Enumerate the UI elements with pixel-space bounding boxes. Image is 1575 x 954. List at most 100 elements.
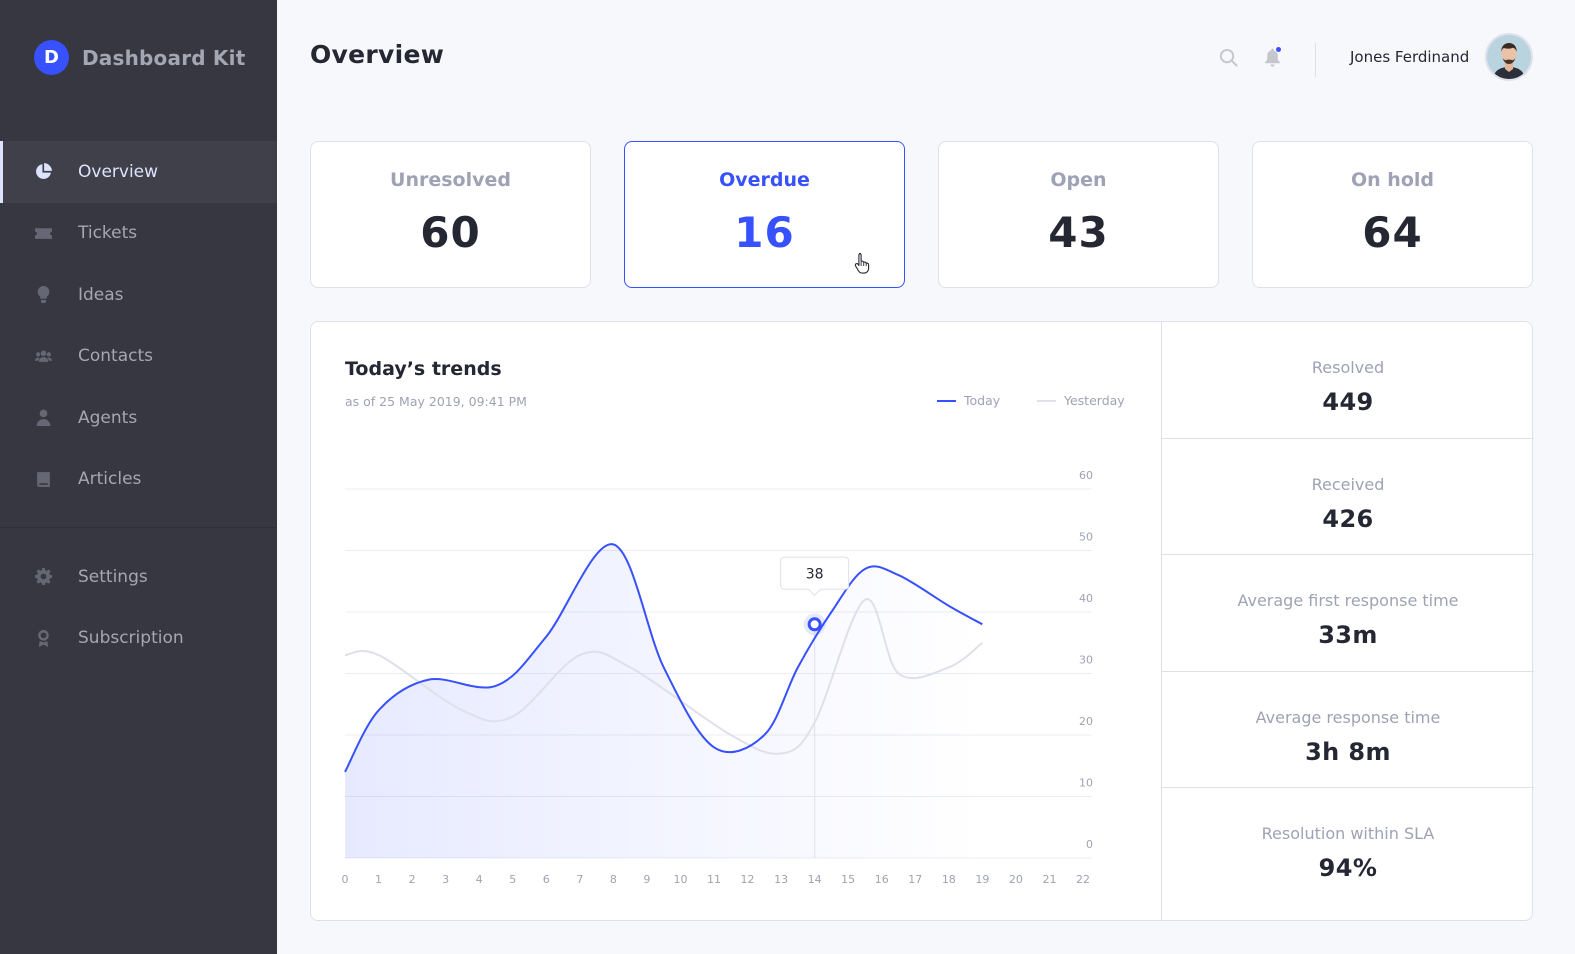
sidebar: D Dashboard Kit Overview Tickets Ideas	[0, 0, 277, 954]
ticket-icon	[34, 224, 52, 242]
card-label: On hold	[1351, 169, 1434, 191]
search-icon	[1219, 48, 1238, 67]
sidebar-item-ideas[interactable]: Ideas	[0, 264, 277, 326]
sidebar-item-label: Tickets	[78, 223, 138, 244]
x-tick-label: 22	[1076, 873, 1090, 886]
sidebar-item-articles[interactable]: Articles	[0, 449, 277, 511]
card-open[interactable]: Open 43	[938, 141, 1219, 288]
x-tick-label: 10	[673, 873, 687, 886]
stat-received: Received 426	[1162, 439, 1534, 555]
user-name[interactable]: Jones Ferdinand	[1350, 48, 1470, 66]
x-tick-label: 2	[409, 873, 416, 886]
x-tick-label: 11	[707, 873, 721, 886]
card-label: Unresolved	[390, 169, 511, 191]
chart-subtitle: as of 25 May 2019, 09:41 PM	[345, 394, 527, 409]
sidebar-item-label: Agents	[78, 407, 138, 428]
card-on-hold[interactable]: On hold 64	[1252, 141, 1533, 288]
stat-label: Average response time	[1255, 707, 1441, 727]
stat-value: 33m	[1318, 621, 1378, 649]
search-button[interactable]	[1217, 46, 1239, 68]
stat-value: 3h 8m	[1305, 737, 1391, 766]
x-tick-label: 14	[808, 873, 822, 886]
card-value: 60	[420, 208, 481, 257]
stat-label: Received	[1311, 474, 1385, 494]
stats-list: Resolved 449 Received 426 Average first …	[1161, 322, 1534, 920]
stat-label: Resolution within SLA	[1261, 824, 1435, 843]
legend-label: Yesterday	[1064, 393, 1125, 408]
header-divider	[1315, 43, 1316, 77]
notifications-button[interactable]	[1261, 46, 1283, 68]
notification-badge	[1275, 46, 1282, 53]
book-icon	[34, 470, 52, 488]
sidebar-item-label: Contacts	[78, 346, 153, 367]
stat-label: Average first response time	[1237, 591, 1459, 610]
stat-value: 94%	[1318, 854, 1378, 882]
sidebar-item-label: Articles	[78, 469, 142, 490]
sidebar-item-subscription[interactable]: Subscription	[0, 608, 277, 670]
y-tick-label: 50	[1079, 531, 1093, 544]
sidebar-item-contacts[interactable]: Contacts	[0, 326, 277, 388]
sidebar-secondary-nav: Settings Subscription	[0, 546, 277, 669]
lightbulb-icon	[34, 286, 52, 304]
gear-icon	[34, 568, 52, 586]
y-tick-label: 10	[1079, 777, 1093, 790]
y-tick-label: 30	[1079, 654, 1093, 667]
page-title: Overview	[310, 40, 445, 69]
avatar[interactable]	[1485, 33, 1533, 81]
x-tick-label: 15	[841, 873, 855, 886]
agent-icon	[34, 409, 52, 427]
trends-panel: Today’s trends as of 25 May 2019, 09:41 …	[310, 321, 1534, 921]
x-tick-label: 3	[442, 873, 449, 886]
card-label: Overdue	[719, 169, 810, 191]
brand[interactable]: D Dashboard Kit	[34, 40, 245, 75]
sidebar-item-settings[interactable]: Settings	[0, 546, 277, 608]
stat-response-time: Average response time 3h 8m	[1162, 672, 1534, 788]
sidebar-divider	[0, 527, 277, 528]
series-line-today	[344, 543, 983, 773]
x-tick-label: 6	[543, 873, 550, 886]
sidebar-nav: Overview Tickets Ideas Contacts Agents	[0, 141, 277, 510]
sidebar-item-agents[interactable]: Agents	[0, 387, 277, 449]
legend-today[interactable]: Today	[937, 393, 1000, 408]
legend-yesterday[interactable]: Yesterday	[1037, 393, 1125, 408]
hand-cursor-icon	[854, 252, 870, 274]
card-value: 64	[1362, 208, 1423, 257]
avatar-image	[1487, 35, 1531, 79]
tooltip-point	[807, 617, 822, 632]
sidebar-item-tickets[interactable]: Tickets	[0, 203, 277, 265]
card-value: 43	[1048, 208, 1109, 257]
tooltip-box	[780, 556, 850, 597]
card-label: Open	[1050, 169, 1107, 191]
stat-resolved: Resolved 449	[1162, 322, 1534, 439]
stat-value: 449	[1322, 388, 1374, 416]
users-icon	[34, 347, 52, 365]
sidebar-item-label: Overview	[78, 161, 159, 182]
y-tick-label: 60	[1079, 469, 1093, 482]
x-tick-label: 0	[342, 873, 349, 886]
sidebar-item-label: Ideas	[78, 284, 124, 305]
x-tick-label: 13	[774, 873, 788, 886]
bell-icon	[1264, 48, 1280, 67]
x-tick-label: 1	[375, 873, 382, 886]
sidebar-item-overview[interactable]: Overview	[0, 141, 277, 203]
x-tick-label: 17	[908, 873, 922, 886]
sidebar-item-label: Settings	[78, 566, 148, 587]
brand-name: Dashboard Kit	[82, 45, 246, 70]
legend-swatch-yesterday	[1037, 399, 1056, 402]
legend-label: Today	[964, 393, 1001, 408]
series-area-today	[345, 544, 983, 858]
medal-icon	[34, 629, 52, 647]
card-unresolved[interactable]: Unresolved 60	[310, 141, 591, 288]
chart-title: Today’s trends	[345, 358, 502, 380]
stat-label: Resolved	[1311, 358, 1385, 377]
stat-value: 426	[1322, 504, 1374, 533]
stat-first-response: Average first response time 33m	[1162, 555, 1534, 672]
pie-chart-icon	[34, 163, 52, 181]
legend-swatch-today	[937, 399, 956, 402]
x-tick-label: 9	[643, 873, 650, 886]
series-line-yesterday	[344, 598, 983, 755]
tooltip-value: 38	[806, 566, 824, 582]
x-tick-label: 19	[975, 873, 989, 886]
x-tick-label: 8	[610, 873, 617, 886]
